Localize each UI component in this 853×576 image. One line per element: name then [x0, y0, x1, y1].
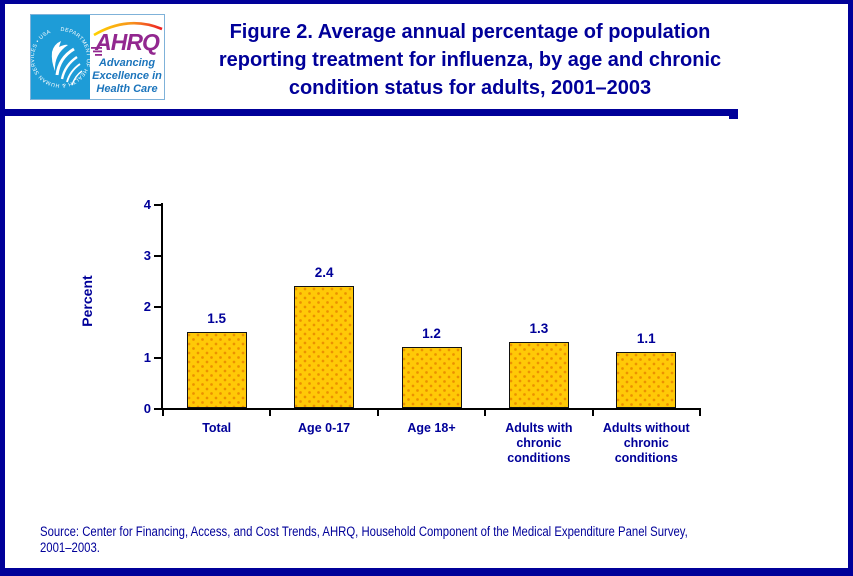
- ahrq-logo: AHRQ Advancing Excellence in Health Care: [90, 15, 164, 99]
- x-axis-tick: [591, 410, 594, 416]
- y-tick-label: 4: [143, 197, 151, 212]
- x-axis-tick: [699, 410, 701, 416]
- x-axis-label: Age 0-17: [270, 421, 378, 436]
- x-axis-label-line: conditions: [614, 451, 678, 465]
- ahrq-tagline: Advancing Excellence in Health Care: [90, 57, 164, 96]
- x-axis-tick: [269, 410, 272, 416]
- x-axis-label-line: chronic: [623, 436, 669, 450]
- hhs-logo: DEPARTMENT OF HEALTH & HUMAN SERVICES • …: [31, 15, 90, 99]
- y-tick-label: 0: [143, 401, 151, 416]
- x-axis-label-line: chronic: [516, 436, 562, 450]
- x-axis-label-line: Age 0-17: [298, 421, 351, 435]
- y-axis-tick: [154, 255, 161, 257]
- bar-value-label: 1.5: [207, 310, 227, 326]
- y-axis-tick: [154, 204, 161, 206]
- x-axis-label-line: Adults with: [505, 421, 573, 435]
- frame-border-bottom: [0, 568, 853, 576]
- bar-value-label: 1.1: [636, 330, 656, 346]
- ahrq-tagline-line: Excellence in: [92, 70, 162, 82]
- bar-age-0-17: [294, 285, 355, 408]
- ahrq-tagline-line: Health Care: [96, 83, 158, 95]
- bar-total: [186, 331, 247, 408]
- ahrq-acronym: AHRQ: [90, 29, 164, 56]
- frame-border-right: [848, 0, 853, 576]
- y-tick-label: 1: [143, 350, 151, 365]
- y-axis-tick: [154, 357, 161, 359]
- ahrq-acronym-text: AHRQ: [95, 29, 160, 55]
- agency-logo-block: DEPARTMENT OF HEALTH & HUMAN SERVICES • …: [30, 14, 165, 100]
- x-axis-line: [161, 408, 701, 410]
- x-axis-label-line: conditions: [507, 451, 571, 465]
- header-divider-bar: [0, 109, 738, 116]
- ahrq-tagline-line: Advancing: [98, 57, 156, 69]
- frame-border-top: [0, 0, 853, 4]
- source-note-line-2: 2001–2003.: [40, 540, 100, 555]
- bar-value-label: 1.2: [422, 325, 441, 341]
- hhs-eagle-icon: [51, 41, 83, 86]
- x-axis-label: Adults with chronic conditions: [485, 421, 593, 466]
- header-divider-tab: [729, 114, 738, 119]
- y-tick-label: 3: [143, 248, 151, 263]
- bar-age-18-: [401, 346, 462, 408]
- x-axis-label: Total: [163, 421, 271, 436]
- y-axis-tick: [154, 408, 161, 410]
- y-axis-tick: [154, 306, 161, 308]
- y-axis-line: [161, 203, 163, 410]
- source-note: Source: Center for Financing, Access, an…: [40, 524, 796, 556]
- x-axis-tick: [484, 410, 487, 416]
- source-note-line-1: Source: Center for Financing, Access, an…: [40, 524, 688, 539]
- ahrq-speedlines-icon: [91, 47, 102, 56]
- bar-value-label: 1.3: [529, 320, 549, 336]
- frame-border-left: [0, 0, 5, 576]
- figure-title-line-2: reporting treatment for influenza, by ag…: [218, 49, 722, 71]
- bar-value-label: 2.4: [314, 264, 334, 280]
- x-axis-label-line: Adults without: [602, 421, 690, 435]
- ahrq-swoosh-icon: [93, 21, 163, 37]
- x-axis-label: Age 18+: [378, 421, 486, 436]
- x-axis-tick: [162, 410, 164, 416]
- bar-adults-without-chronic-conditions: [616, 351, 677, 408]
- bar-adults-with-chronic-conditions: [508, 341, 569, 408]
- x-axis-label-line: Age 18+: [407, 421, 456, 435]
- x-axis-label: Adults without chronic conditions: [592, 421, 700, 466]
- x-axis-label-line: Total: [202, 421, 232, 435]
- figure-title: Figure 2. Average annual percentage of p…: [170, 18, 770, 102]
- x-axis-tick: [376, 410, 379, 416]
- y-tick-label: 2: [143, 299, 151, 314]
- figure-title-line-3: condition status for adults, 2001–2003: [288, 77, 652, 99]
- figure-title-line-1: Figure 2. Average annual percentage of p…: [229, 21, 711, 43]
- y-axis-title: Percent: [79, 275, 95, 327]
